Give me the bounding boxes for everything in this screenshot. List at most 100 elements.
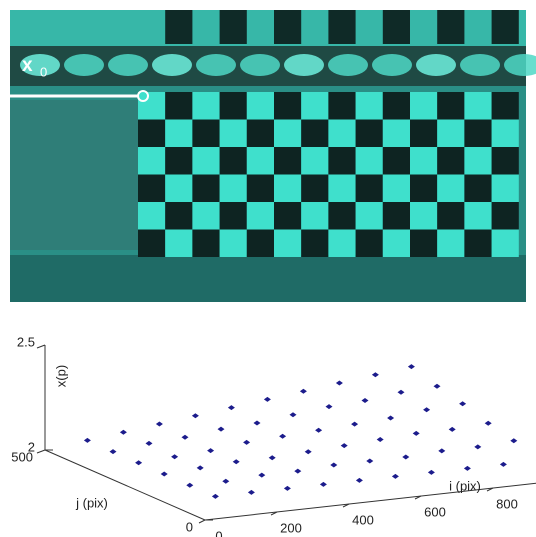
- board-square: [410, 230, 437, 258]
- board-square: [274, 120, 301, 148]
- board-square: [247, 202, 274, 230]
- board-square: [247, 147, 274, 175]
- point: [423, 407, 430, 412]
- point: [186, 483, 193, 488]
- x-tick-label: 800: [496, 496, 518, 511]
- board-square: [492, 175, 519, 203]
- point: [459, 401, 466, 406]
- point: [434, 384, 441, 389]
- board-square: [492, 92, 519, 120]
- point: [392, 474, 399, 479]
- board-square: [492, 120, 519, 148]
- board-square: [437, 175, 464, 203]
- point: [207, 448, 214, 453]
- board-square: [492, 147, 519, 175]
- point-subscript: 0: [40, 64, 47, 79]
- point: [264, 397, 271, 402]
- board-square: [138, 175, 165, 203]
- point: [300, 389, 307, 394]
- point: [315, 428, 322, 433]
- board-square: [492, 10, 519, 44]
- z-tick: [37, 450, 45, 453]
- board-square: [192, 147, 219, 175]
- point: [387, 416, 394, 421]
- point: [326, 404, 333, 409]
- lane-float: [64, 54, 104, 76]
- board-square: [301, 175, 328, 203]
- board-square: [138, 230, 165, 258]
- board-square: [328, 120, 355, 148]
- board-square: [220, 230, 247, 258]
- board-square: [138, 147, 165, 175]
- lane-float: [152, 54, 192, 76]
- point: [294, 469, 301, 474]
- point: [110, 449, 117, 454]
- point: [171, 454, 178, 459]
- board-square: [356, 202, 383, 230]
- board-square: [328, 175, 355, 203]
- board-square: [192, 120, 219, 148]
- point: [500, 462, 507, 467]
- board-square: [301, 202, 328, 230]
- board-square: [138, 120, 165, 148]
- board-square: [220, 10, 247, 44]
- board-square: [220, 92, 247, 120]
- board-square: [383, 202, 410, 230]
- point: [218, 427, 225, 432]
- x-tick-label: 0: [215, 528, 222, 537]
- board-square: [410, 92, 437, 120]
- board-square: [301, 120, 328, 148]
- point: [372, 372, 379, 377]
- point: [156, 422, 163, 427]
- board-square: [437, 92, 464, 120]
- board-square: [356, 147, 383, 175]
- board-square: [410, 202, 437, 230]
- z-axis-label: x(p): [53, 365, 68, 387]
- board-square: [165, 202, 192, 230]
- board-square: [356, 230, 383, 258]
- point: [402, 455, 409, 460]
- point: [161, 472, 168, 477]
- lane-float: [240, 54, 280, 76]
- point: [356, 478, 363, 483]
- point: [258, 473, 265, 478]
- point: [182, 435, 189, 440]
- board-square: [328, 92, 355, 120]
- point: [351, 422, 358, 427]
- board-square: [383, 10, 410, 44]
- board-square: [165, 120, 192, 148]
- board-square: [165, 175, 192, 203]
- board-square: [464, 147, 491, 175]
- board-square: [437, 230, 464, 258]
- z-tick-label: 2: [28, 439, 35, 454]
- point: [330, 463, 337, 468]
- x-tick-label: 400: [352, 512, 374, 527]
- point: [290, 412, 297, 417]
- board-square: [220, 147, 247, 175]
- board-square: [383, 147, 410, 175]
- board-square: [274, 202, 301, 230]
- board-square: [247, 230, 274, 258]
- board-square: [437, 10, 464, 44]
- board-square: [247, 175, 274, 203]
- point: [438, 448, 445, 453]
- board-square: [247, 120, 274, 148]
- point: [228, 405, 235, 410]
- board-square: [437, 202, 464, 230]
- point: [398, 390, 405, 395]
- point: [449, 427, 456, 432]
- x-tick: [199, 520, 205, 523]
- board-square: [138, 202, 165, 230]
- board-square: [464, 202, 491, 230]
- board-square: [410, 147, 437, 175]
- board-square: [165, 92, 192, 120]
- x-tick-label: 200: [280, 520, 302, 535]
- point: [269, 455, 276, 460]
- point: [212, 494, 219, 499]
- board-square: [356, 175, 383, 203]
- point: [146, 441, 153, 446]
- board-square: [437, 120, 464, 148]
- point: [243, 440, 250, 445]
- board-square: [383, 120, 410, 148]
